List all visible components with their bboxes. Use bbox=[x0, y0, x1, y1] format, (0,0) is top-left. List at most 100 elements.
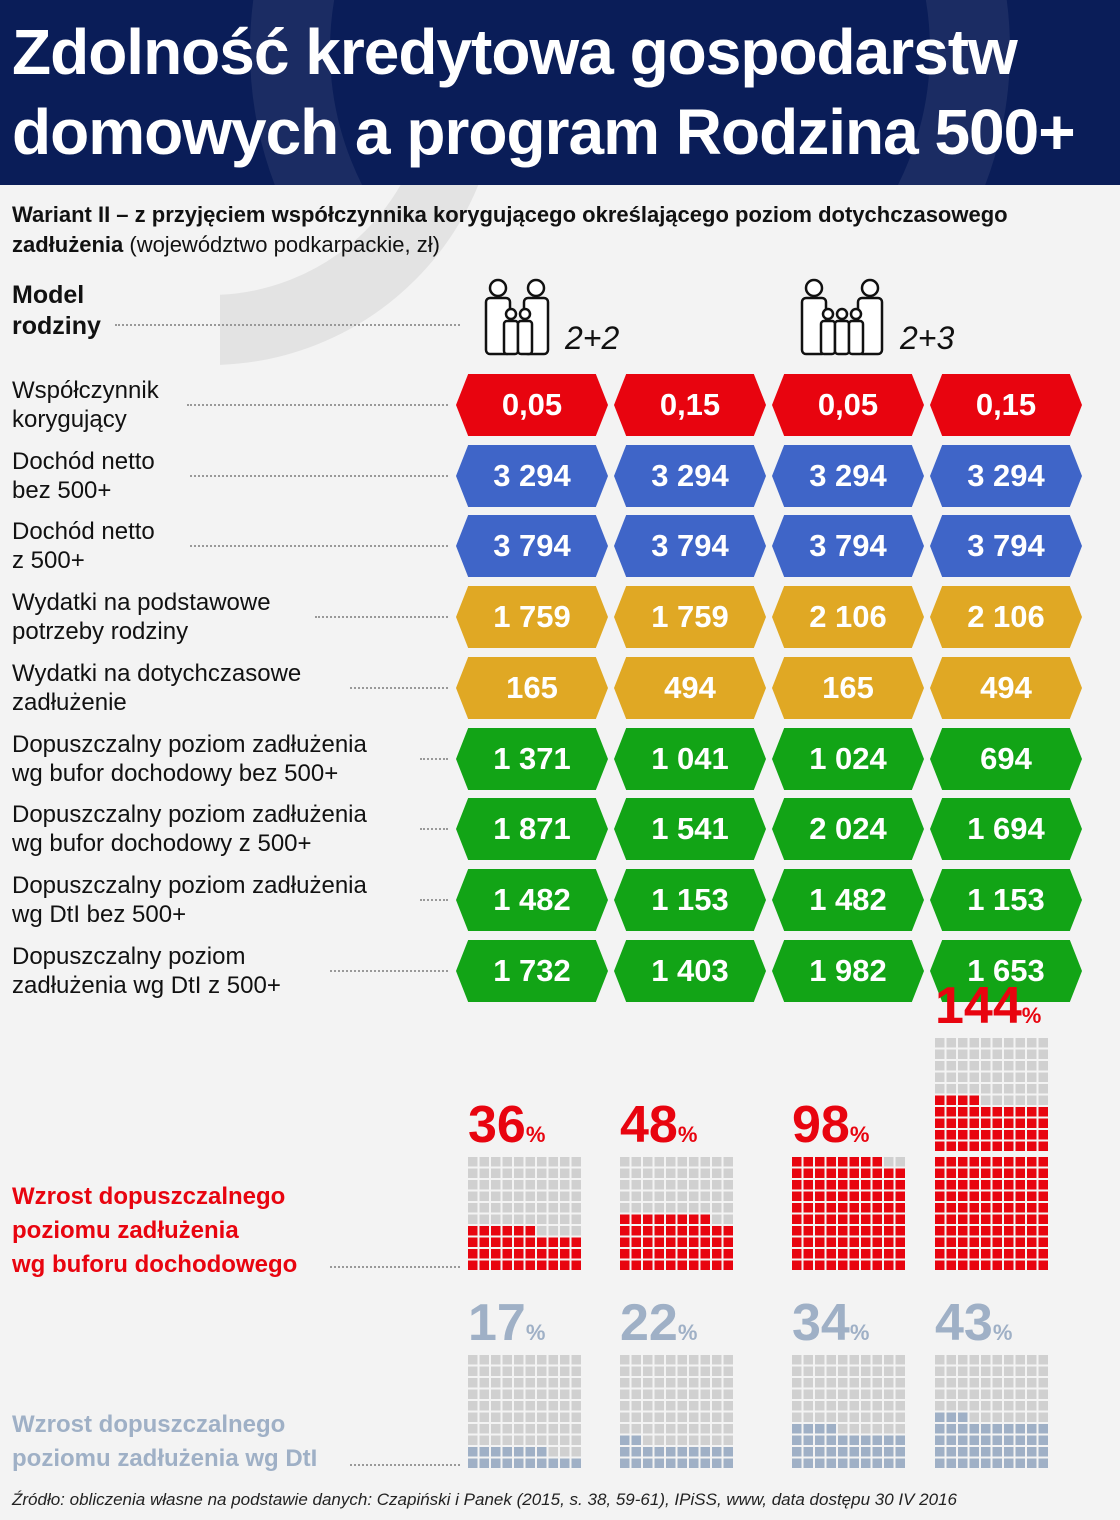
waffle-cell-filled bbox=[560, 1249, 570, 1259]
waffle-cell-filled bbox=[992, 1237, 1002, 1247]
waffle-cell-empty bbox=[969, 1072, 979, 1082]
waffle-cell-filled bbox=[631, 1214, 641, 1224]
waffle-cell-empty bbox=[666, 1389, 676, 1399]
waffle-cell-empty bbox=[1004, 1049, 1014, 1059]
waffle-cell-filled bbox=[700, 1458, 710, 1468]
waffle-cell-empty bbox=[571, 1435, 581, 1445]
waffle-cell-filled bbox=[479, 1458, 489, 1468]
waffle-cell-filled bbox=[815, 1226, 825, 1236]
waffle-cell-filled bbox=[861, 1203, 871, 1213]
waffle-cell-filled bbox=[631, 1260, 641, 1270]
waffle-cell-filled bbox=[792, 1260, 802, 1270]
waffle-cell-filled bbox=[548, 1260, 558, 1270]
growth-percent-value: 48 bbox=[620, 1096, 678, 1154]
waffle-cell-empty bbox=[479, 1214, 489, 1224]
waffle-cell-empty bbox=[700, 1157, 710, 1167]
waffle-cell-empty bbox=[666, 1401, 676, 1411]
waffle-cell-empty bbox=[525, 1214, 535, 1224]
waffle-cell-filled bbox=[1027, 1237, 1037, 1247]
waffle-cell-empty bbox=[700, 1401, 710, 1411]
waffle-cell-empty bbox=[643, 1389, 653, 1399]
waffle-cell-empty bbox=[571, 1389, 581, 1399]
waffle-cell-filled bbox=[712, 1237, 722, 1247]
waffle-cell-filled bbox=[969, 1107, 979, 1117]
growth-dti-label: Wzrost dopuszczalnego poziomu zadłużenia… bbox=[12, 1411, 318, 1472]
value-cell: 3 294 bbox=[614, 445, 766, 507]
waffle-cell-empty bbox=[502, 1355, 512, 1365]
waffle-cell-filled bbox=[792, 1157, 802, 1167]
waffle-cell-empty bbox=[643, 1366, 653, 1376]
waffle-cell-empty bbox=[958, 1355, 968, 1365]
waffle-cell-empty bbox=[884, 1355, 894, 1365]
waffle-cell-empty bbox=[571, 1191, 581, 1201]
waffle-cell-empty bbox=[838, 1366, 848, 1376]
waffle-cell-empty bbox=[631, 1168, 641, 1178]
row-leader bbox=[420, 758, 448, 760]
waffle-cell-filled bbox=[946, 1435, 956, 1445]
waffle-cell-empty bbox=[643, 1424, 653, 1434]
waffle-cell-empty bbox=[514, 1214, 524, 1224]
waffle-cell-empty bbox=[1015, 1366, 1025, 1376]
waffle-cell-filled bbox=[1015, 1203, 1025, 1213]
waffle-cell-filled bbox=[958, 1180, 968, 1190]
waffle-cell-empty bbox=[1027, 1401, 1037, 1411]
waffle-cell-empty bbox=[537, 1214, 547, 1224]
waffle-cell-filled bbox=[969, 1435, 979, 1445]
waffle-cell-filled bbox=[792, 1435, 802, 1445]
waffle-cell-filled bbox=[654, 1226, 664, 1236]
waffle-cell-empty bbox=[514, 1435, 524, 1445]
waffle-cell-filled bbox=[560, 1237, 570, 1247]
waffle-cell-empty bbox=[1027, 1061, 1037, 1071]
waffle-cell-empty bbox=[571, 1180, 581, 1190]
waffle-cell-empty bbox=[992, 1412, 1002, 1422]
waffle-cell-filled bbox=[884, 1226, 894, 1236]
waffle-cell-empty bbox=[992, 1366, 1002, 1376]
row-label: Dopuszczalny poziom zadłużenia wg bufor … bbox=[12, 731, 367, 787]
waffle-cell-empty bbox=[895, 1157, 905, 1167]
waffle-cell-empty bbox=[468, 1389, 478, 1399]
waffle-cell-empty bbox=[815, 1389, 825, 1399]
growth-percent: 43% bbox=[935, 1297, 1012, 1349]
waffle-cell-empty bbox=[981, 1366, 991, 1376]
waffle-cell-filled bbox=[689, 1214, 699, 1224]
waffle-cell-filled bbox=[958, 1424, 968, 1434]
waffle-cell-empty bbox=[666, 1157, 676, 1167]
waffle-cell-empty bbox=[723, 1168, 733, 1178]
waffle-cell-empty bbox=[1004, 1072, 1014, 1082]
waffle-cell-empty bbox=[525, 1157, 535, 1167]
waffle-cell-empty bbox=[537, 1355, 547, 1365]
value-cell: 1 982 bbox=[772, 940, 924, 1002]
waffle-cell-filled bbox=[895, 1214, 905, 1224]
waffle-cell-filled bbox=[654, 1237, 664, 1247]
waffle-cell-filled bbox=[946, 1180, 956, 1190]
waffle-cell-filled bbox=[689, 1260, 699, 1270]
waffle-cell-filled bbox=[946, 1260, 956, 1270]
waffle-cell-empty bbox=[620, 1412, 630, 1422]
waffle-cell-empty bbox=[992, 1072, 1002, 1082]
waffle-cell-empty bbox=[981, 1038, 991, 1048]
waffle-cell-filled bbox=[935, 1237, 945, 1247]
waffle-cell-empty bbox=[1004, 1095, 1014, 1105]
growth-percent: 144% bbox=[935, 980, 1041, 1032]
waffle-cell-empty bbox=[689, 1424, 699, 1434]
waffle-cell-filled bbox=[838, 1226, 848, 1236]
growth-percent: 36% bbox=[468, 1099, 545, 1151]
waffle-cell-filled bbox=[935, 1458, 945, 1468]
waffle-cell-filled bbox=[895, 1447, 905, 1457]
waffle-cell-empty bbox=[861, 1412, 871, 1422]
waffle-cell-empty bbox=[502, 1180, 512, 1190]
waffle-cell-filled bbox=[1027, 1157, 1037, 1167]
waffle-cell-empty bbox=[723, 1389, 733, 1399]
waffle-cell-filled bbox=[1015, 1118, 1025, 1128]
waffle-cell-empty bbox=[826, 1355, 836, 1365]
waffle-cell-filled bbox=[1004, 1107, 1014, 1117]
waffle-cell-empty bbox=[895, 1378, 905, 1388]
waffle-cell-empty bbox=[969, 1366, 979, 1376]
waffle-cell-filled bbox=[861, 1157, 871, 1167]
waffle-cell-empty bbox=[723, 1378, 733, 1388]
waffle-cell-empty bbox=[548, 1412, 558, 1422]
subtitle: Wariant II – z przyjęciem współczynnika … bbox=[12, 200, 1102, 260]
waffle-cell-filled bbox=[981, 1260, 991, 1270]
waffle-cell-empty bbox=[689, 1378, 699, 1388]
waffle-cell-filled bbox=[723, 1226, 733, 1236]
